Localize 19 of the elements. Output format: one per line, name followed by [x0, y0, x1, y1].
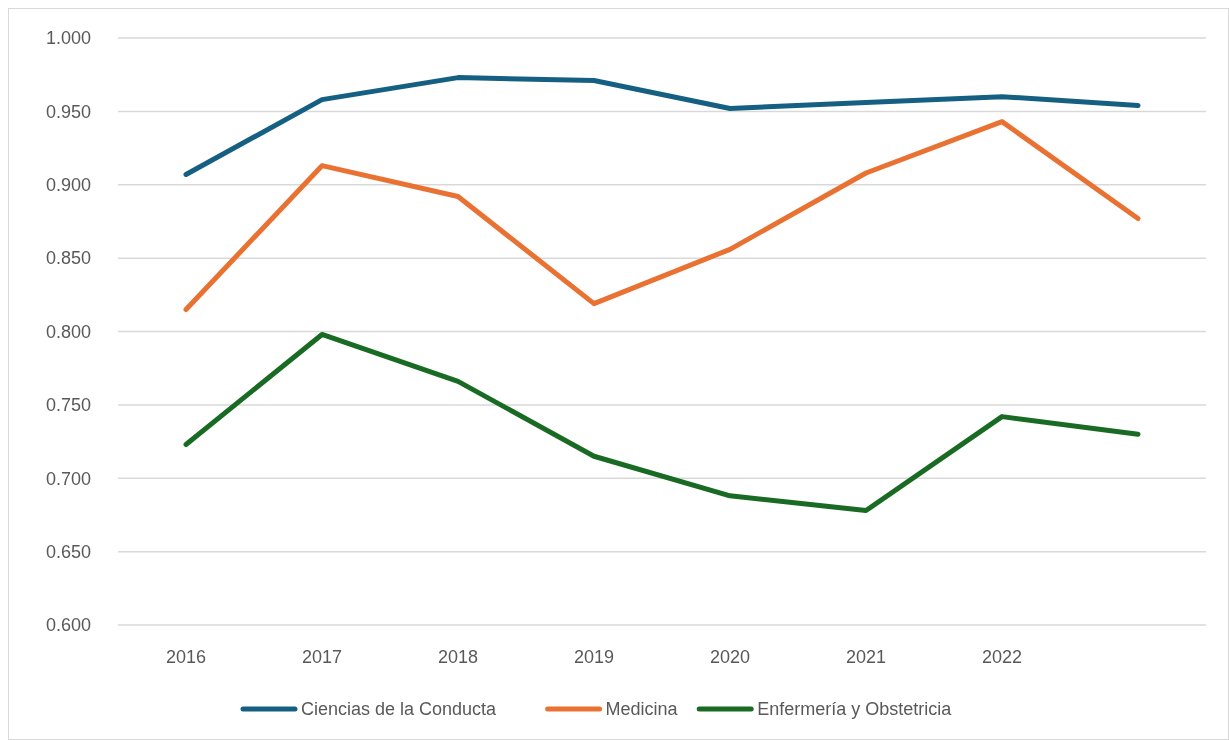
x-tick-label: 2016: [165, 647, 207, 668]
y-tick-label: 0.950: [45, 101, 91, 122]
x-tick-label: 2017: [301, 647, 343, 668]
legend-label: Medicina: [605, 699, 679, 720]
y-tick-label: 0.850: [45, 248, 91, 269]
y-tick-label: 0.600: [45, 615, 91, 636]
legend-label: Ciencias de la Conducta: [301, 699, 498, 720]
x-tick-label: 2020: [709, 647, 751, 668]
legend-label: Enfermería y Obstetricia: [757, 699, 953, 720]
y-tick-label: 0.800: [45, 321, 91, 342]
x-tick-label: 2018: [437, 647, 479, 668]
y-tick-label: 0.900: [45, 175, 91, 196]
y-tick-label: 0.650: [45, 541, 91, 562]
y-tick-label: 1.000: [45, 28, 91, 49]
x-tick-label: 2019: [573, 647, 615, 668]
x-tick-label: 2022: [981, 647, 1023, 668]
x-tick-label: 2021: [845, 647, 887, 668]
y-tick-label: 0.700: [45, 468, 91, 489]
y-tick-label: 0.750: [45, 395, 91, 416]
